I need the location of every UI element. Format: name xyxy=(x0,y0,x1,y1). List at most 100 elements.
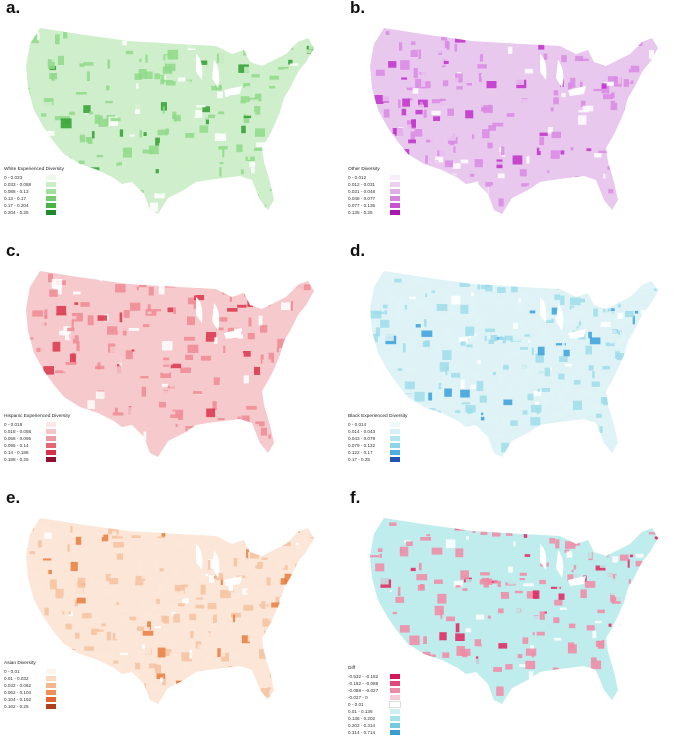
legend-label: 0.14 - 0.188 xyxy=(4,450,29,455)
legend: Asian Diversity 0 - 0.01 0.01 - 0.032 0.03… xyxy=(4,660,56,710)
legend-item: -0.532 - -0.182 xyxy=(348,673,400,680)
legend-item: 0.01 - 0.032 xyxy=(4,675,56,682)
legend-item: -0.027 - 0 xyxy=(348,694,400,701)
legend: Black Experienced Diversity 0 - 0.014 0.0… xyxy=(348,413,407,463)
legend-swatch xyxy=(46,422,56,427)
legend-item: 0.202 - 0.314 xyxy=(348,722,400,729)
legend-item: 0.032 - 0.062 xyxy=(4,682,56,689)
great-lakes xyxy=(196,54,242,96)
legend-label: -0.088 - -0.027 xyxy=(348,688,379,693)
legend-title: Diff xyxy=(348,666,356,671)
legend-item: 0.079 - 0.122 xyxy=(348,442,407,449)
legend-swatch xyxy=(390,436,400,441)
legend-swatch xyxy=(46,697,56,702)
legend-item: 0.162 - 0.25 xyxy=(4,703,56,710)
great-lakes xyxy=(196,297,242,339)
legend-title: Hispanic Experienced Diversity xyxy=(4,414,71,419)
legend-item: 0.033 - 0.088 xyxy=(4,181,64,188)
legend-item: 0 - 0.033 xyxy=(4,174,64,181)
legend-swatch xyxy=(46,683,56,688)
legend-swatch xyxy=(46,669,56,674)
legend-item: 0 - 0.018 xyxy=(4,421,70,428)
legend-label: -0.182 - -0.088 xyxy=(348,681,379,686)
legend-swatch xyxy=(390,674,400,679)
legend-item: 0.077 - 0.135 xyxy=(348,202,400,209)
legend-label: 0.01 - 0.136 xyxy=(348,709,373,714)
legend-label: 0.01 - 0.032 xyxy=(4,676,29,681)
legend-item: 0.031 - 0.048 xyxy=(348,188,400,195)
legend-title: Black Experienced Diversity xyxy=(348,414,408,419)
legend-title: White Experienced Diversity xyxy=(4,167,64,172)
legend-label: 0.162 - 0.25 xyxy=(4,704,29,709)
panel-e: e. Asian Diversity 0 - 0.01 0.01 - 0.032 0… xyxy=(0,488,330,730)
legend-item: 0.17 - 0.204 xyxy=(4,202,64,209)
legend-swatch xyxy=(46,457,56,462)
us-county-map-hispanic-diversity xyxy=(26,271,314,457)
legend-swatch xyxy=(390,681,400,686)
legend-item: 0.058 - 0.095 xyxy=(4,435,70,442)
legend-item: 0.17 - 0.25 xyxy=(348,456,407,463)
legend-swatch xyxy=(390,182,400,187)
legend-swatch xyxy=(390,709,400,714)
legend-item: 0.314 - 0.714 xyxy=(348,729,400,736)
legend-item: 0 - 0.01 xyxy=(348,701,401,708)
legend-swatch xyxy=(390,730,400,735)
panel-letter: b. xyxy=(350,0,366,17)
legend-label: 0.048 - 0.077 xyxy=(348,196,376,201)
legend-swatch xyxy=(390,443,400,448)
county-texture xyxy=(26,518,314,704)
great-lakes xyxy=(540,54,586,96)
legend-swatch xyxy=(46,676,56,681)
legend-swatch xyxy=(46,210,56,215)
panel-letter: c. xyxy=(6,241,21,260)
legend-swatch xyxy=(390,457,400,462)
legend-label: 0.033 - 0.088 xyxy=(4,182,32,187)
legend-label: 0.135 - 0.25 xyxy=(348,210,373,215)
legend-label: 0.088 - 0.13 xyxy=(4,189,29,194)
legend-swatch xyxy=(390,450,400,455)
legend-label: 0.314 - 0.714 xyxy=(348,730,376,735)
legend-label: 0.13 - 0.17 xyxy=(4,196,26,201)
panel-c: c. Hispanic Experienced Diversity 0 - 0.… xyxy=(0,241,330,483)
legend-swatch xyxy=(390,175,400,180)
legend-label: 0 - 0.012 xyxy=(348,175,367,180)
legend-swatch xyxy=(390,422,400,427)
legend-item: -0.088 - -0.027 xyxy=(348,687,400,694)
legend-item: 0.104 - 0.162 xyxy=(4,696,56,703)
legend-swatch xyxy=(46,175,56,180)
us-county-map-other-diversity xyxy=(370,28,658,214)
legend-swatch xyxy=(390,688,400,693)
legend-label: 0 - 0.014 xyxy=(348,422,367,427)
great-lakes xyxy=(196,544,242,586)
legend-label: 0.062 - 0.104 xyxy=(4,690,32,695)
legend-swatch xyxy=(390,429,400,434)
us-county-map-asian-diversity xyxy=(26,518,314,704)
legend-label: 0.058 - 0.095 xyxy=(4,436,32,441)
legend: Other Diversity 0 - 0.012 0.012 - 0.031 0.… xyxy=(348,166,400,216)
legend-title: Asian Diversity xyxy=(4,661,36,666)
legend-item: 0 - 0.012 xyxy=(348,174,400,181)
legend-item: 0.136 - 0.202 xyxy=(348,715,400,722)
legend-label: 0.018 - 0.058 xyxy=(4,429,32,434)
legend-label: 0.077 - 0.135 xyxy=(348,203,376,208)
panel-letter: f. xyxy=(350,488,361,507)
legend-label: -0.532 - -0.182 xyxy=(348,674,379,679)
panel-letter: e. xyxy=(6,488,21,507)
legend-swatch xyxy=(46,704,56,709)
us-county-map-white-diversity xyxy=(26,28,314,214)
legend-label: 0.012 - 0.031 xyxy=(348,182,376,187)
legend-item: 0 - 0.014 xyxy=(348,421,407,428)
us-county-map-black-diversity xyxy=(370,271,658,457)
legend-label: 0.104 - 0.162 xyxy=(4,697,32,702)
legend-item: 0.014 - 0.043 xyxy=(348,428,407,435)
legend-title: Other Diversity xyxy=(348,167,380,172)
legend-swatch xyxy=(390,210,400,215)
legend-label: 0.204 - 0.25 xyxy=(4,210,29,215)
legend-swatch xyxy=(390,695,400,700)
legend-item: 0.204 - 0.25 xyxy=(4,209,64,216)
legend-item: 0.135 - 0.25 xyxy=(348,209,400,216)
legend-swatch xyxy=(46,429,56,434)
legend-label: 0.031 - 0.048 xyxy=(348,189,376,194)
legend-swatch xyxy=(390,723,400,728)
us-county-map-diff xyxy=(370,518,658,704)
